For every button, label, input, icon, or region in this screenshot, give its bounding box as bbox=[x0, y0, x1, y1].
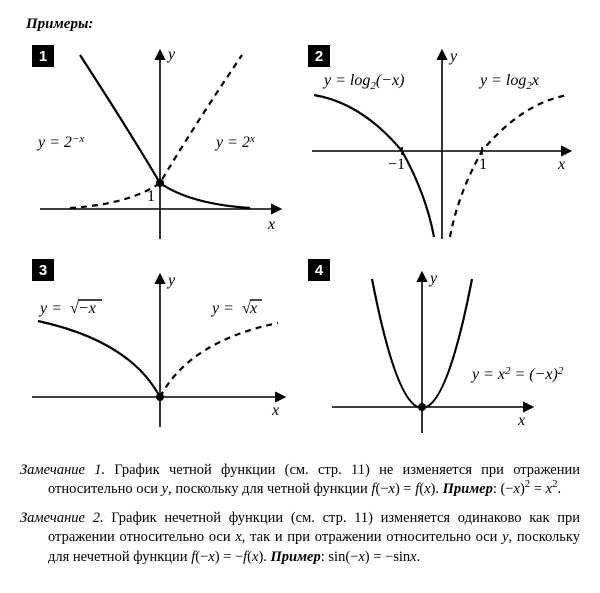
notes-block: Замечание 1. График четной функции (см. … bbox=[20, 461, 580, 567]
p2-right-eq: y = log2x bbox=[478, 72, 539, 92]
note-1: Замечание 1. График четной функции (см. … bbox=[20, 461, 580, 499]
note-2: Замечание 2. График нечетной функции (см… bbox=[20, 509, 580, 566]
p3-right-eq: y = √ x bbox=[210, 300, 262, 317]
panel-1-number: 1 bbox=[32, 45, 54, 67]
p3-left-eq: y = √ −x bbox=[38, 300, 102, 317]
note-2-ex-label: Пример bbox=[271, 549, 321, 565]
svg-text:y =: y = bbox=[38, 300, 62, 317]
panel-1: 1 y x 1 y = 2−x y = 2x bbox=[20, 39, 298, 249]
panel-3-number: 3 bbox=[32, 259, 54, 281]
note-1-ex: : (−x)2 = x2. bbox=[493, 481, 561, 497]
panel-3-chart: y x y = √ −x y = √ x bbox=[20, 257, 298, 447]
p2-x-label: x bbox=[557, 156, 565, 173]
note-1-ex-label: Пример bbox=[443, 481, 493, 497]
svg-text:x: x bbox=[249, 300, 257, 317]
p2-tick-neg: −1 bbox=[388, 156, 405, 173]
p4-x-label: x bbox=[517, 412, 525, 429]
p2-left-eq: y = log2(−x) bbox=[322, 72, 404, 92]
note-2-head: Замечание 2. bbox=[20, 510, 104, 526]
p1-x-label: x bbox=[267, 216, 275, 233]
note-2-ex: : sin(−x) = −sinx. bbox=[321, 549, 420, 565]
p3-x-label: x bbox=[271, 402, 279, 419]
chart-grid: 1 y x 1 y = 2−x y = 2x 2 bbox=[20, 39, 580, 447]
panel-4-number: 4 bbox=[308, 259, 330, 281]
svg-text:−x: −x bbox=[78, 300, 96, 317]
examples-header: Примеры: bbox=[26, 16, 580, 33]
p1-right-eq: y = 2x bbox=[214, 133, 255, 151]
p1-y-label: y bbox=[166, 46, 176, 63]
p2-tick-pos: 1 bbox=[479, 156, 487, 173]
panel-4-chart: y x y = x2 = (−x)2 bbox=[302, 257, 580, 447]
p3-y-label: y bbox=[166, 272, 176, 289]
p4-y-label: y bbox=[428, 270, 438, 287]
panel-4: 4 y x y = x2 = (−x)2 bbox=[302, 257, 580, 447]
panel-2-number: 2 bbox=[308, 45, 330, 67]
panel-2: 2 y x −1 1 y = log2(−x) y = log2x bbox=[302, 39, 580, 249]
note-1-head: Замечание 1. bbox=[20, 462, 105, 478]
panel-2-chart: y x −1 1 y = log2(−x) y = log2x bbox=[302, 39, 580, 249]
p4-eq: y = x2 = (−x)2 bbox=[470, 365, 564, 383]
p1-left-eq: y = 2−x bbox=[36, 133, 84, 151]
p2-y-label: y bbox=[448, 48, 458, 65]
svg-text:y =: y = bbox=[210, 300, 234, 317]
panel-3: 3 y x y = √ −x y = bbox=[20, 257, 298, 447]
panel-1-chart: y x 1 y = 2−x y = 2x bbox=[20, 39, 298, 249]
